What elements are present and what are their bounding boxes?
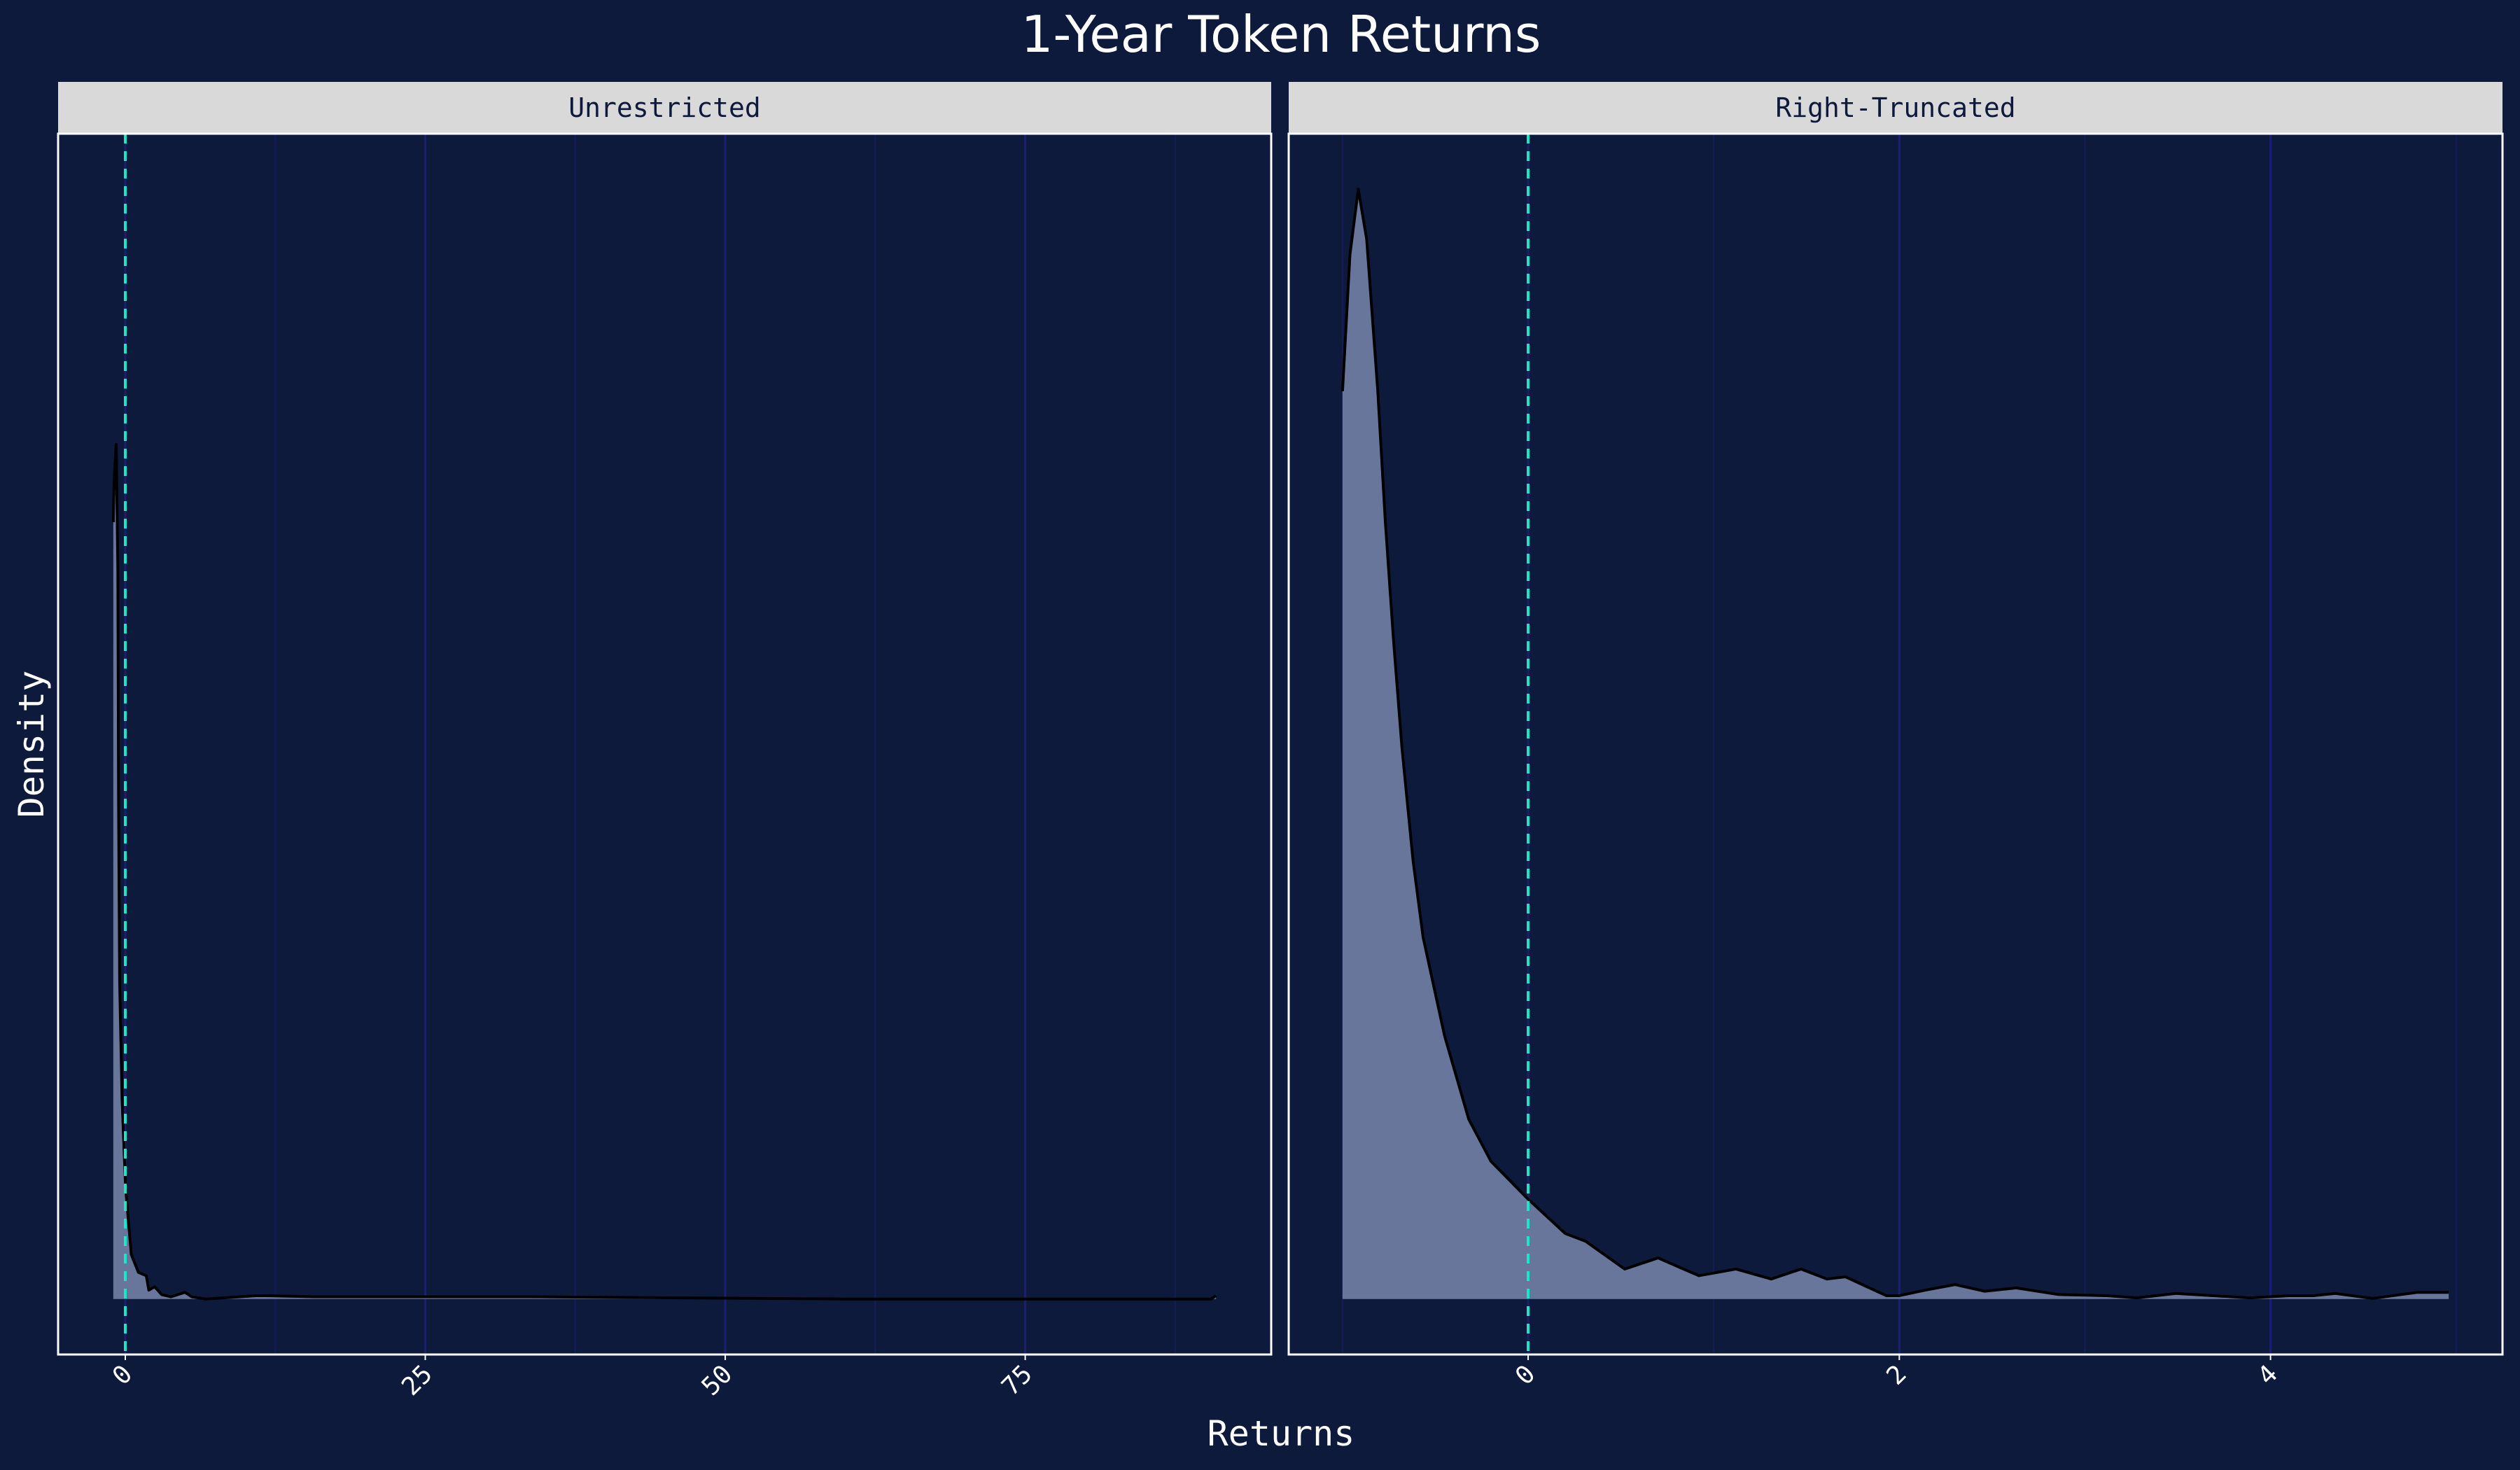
facet-strip bbox=[58, 82, 1271, 134]
density-area bbox=[1342, 189, 2449, 1299]
x-axis-title: Returns bbox=[1208, 1413, 1355, 1454]
density-line bbox=[1340, 188, 2449, 1300]
facet-strip-label: Unrestricted bbox=[568, 92, 761, 123]
panel-border bbox=[1287, 132, 2504, 1356]
density-line bbox=[111, 442, 1217, 1301]
panel-border bbox=[57, 132, 1273, 1356]
facet-strip-label: Right-Truncated bbox=[1775, 92, 2015, 123]
y-axis-title: Density bbox=[11, 671, 52, 818]
facet-strip bbox=[1289, 82, 2502, 134]
chart-title: 1-Year Token Returns bbox=[1021, 5, 1541, 64]
